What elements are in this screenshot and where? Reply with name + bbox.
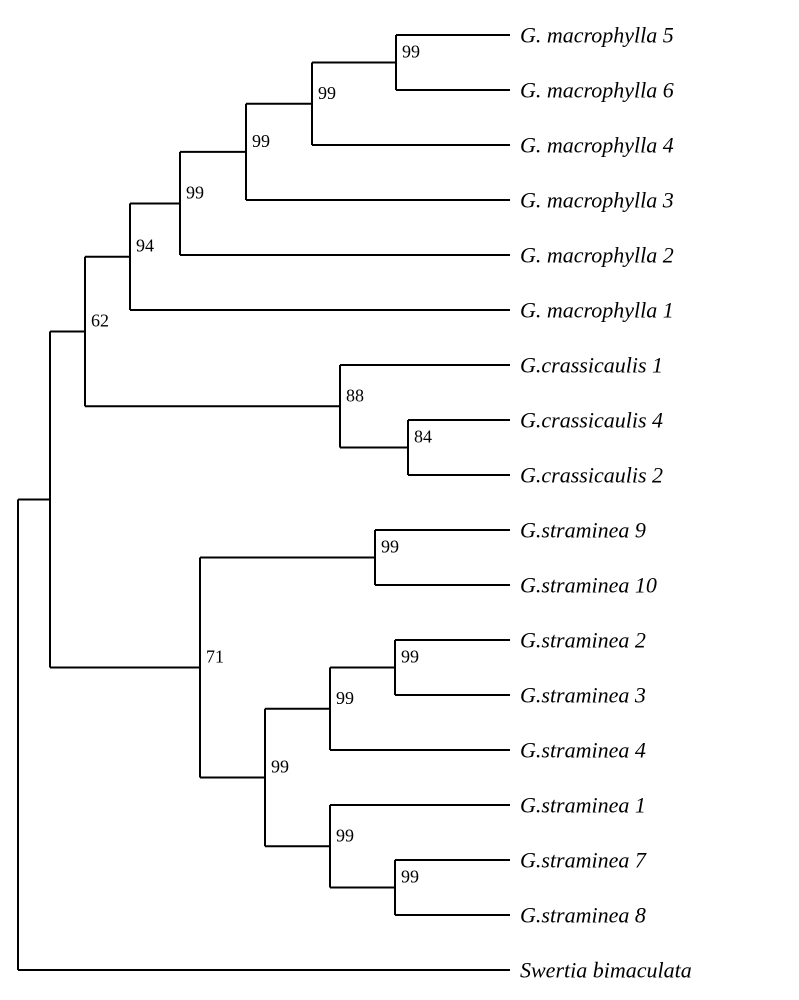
tree-branches <box>18 35 510 970</box>
support-value: 84 <box>414 427 432 447</box>
support-value: 99 <box>401 867 419 887</box>
support-value: 99 <box>336 688 354 708</box>
taxon-label: G. macrophylla 3 <box>520 188 674 213</box>
taxon-label: G. macrophylla 5 <box>520 23 674 48</box>
support-value: 99 <box>186 182 204 202</box>
taxon-label: G.straminea 7 <box>520 848 647 873</box>
phylogenetic-tree: 99 99 99 99 94 84 88 62 99 99 99 99 99 99 71 G. macrop… <box>0 0 799 1000</box>
support-value: 99 <box>336 825 354 845</box>
taxon-label: G.straminea 10 <box>520 573 657 598</box>
support-value: 99 <box>381 537 399 557</box>
taxon-label: G.straminea 8 <box>520 903 646 928</box>
support-values: 99 99 99 99 94 84 88 62 99 99 99 99 99 99 71 <box>91 42 432 887</box>
support-value: 99 <box>318 83 336 103</box>
support-value: 99 <box>252 131 270 151</box>
support-value: 88 <box>346 385 364 405</box>
taxon-label: G.straminea 1 <box>520 793 646 818</box>
taxon-label: G. macrophylla 4 <box>520 133 674 158</box>
taxon-label: G.crassicaulis 2 <box>520 463 663 488</box>
taxon-label: G. macrophylla 1 <box>520 298 674 323</box>
taxon-label: G. macrophylla 2 <box>520 243 674 268</box>
taxon-label: G.straminea 9 <box>520 518 646 543</box>
support-value: 99 <box>271 757 289 777</box>
support-value: 99 <box>401 647 419 667</box>
taxon-label: G.crassicaulis 4 <box>520 408 663 433</box>
taxon-label: Swertia bimaculata <box>520 958 692 983</box>
taxon-labels: G. macrophylla 5 G. macrophylla 6 G. macro… <box>520 23 692 983</box>
taxon-label: G.straminea 2 <box>520 628 646 653</box>
taxon-label: G.straminea 3 <box>520 683 646 708</box>
taxon-label: G. macrophylla 6 <box>520 78 674 103</box>
support-value: 62 <box>91 310 109 330</box>
taxon-label: G.crassicaulis 1 <box>520 353 663 378</box>
support-value: 94 <box>136 236 154 256</box>
taxon-label: G.straminea 4 <box>520 738 646 763</box>
support-value: 71 <box>206 647 224 667</box>
support-value: 99 <box>402 42 420 62</box>
